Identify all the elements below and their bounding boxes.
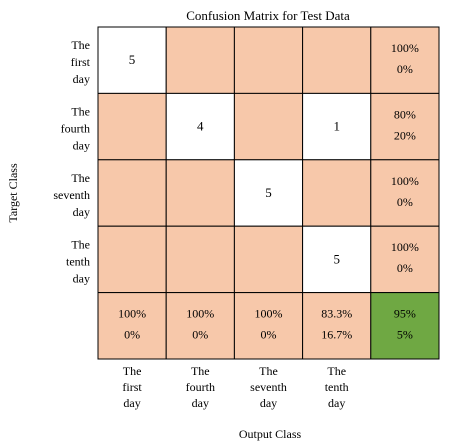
row-summary-error: 0% [397, 62, 413, 76]
column-summary-error: 16.7% [321, 328, 352, 342]
matrix-cell [233, 159, 304, 227]
matrix-cell [302, 26, 372, 94]
column-tick-label: The [259, 364, 278, 378]
matrix-cell [97, 225, 167, 294]
row-tick-label: The [71, 171, 90, 185]
column-summary-correct: 100% [186, 307, 214, 321]
row-tick-label: The [71, 38, 90, 52]
row-summary-cell [370, 159, 440, 227]
column-tick-label: day [328, 396, 345, 410]
column-tick-label: seventh [250, 380, 287, 394]
column-tick-label: The [327, 364, 346, 378]
matrix-cell [97, 159, 167, 227]
row-tick-label: day [73, 271, 90, 285]
row-tick-label: first [71, 55, 91, 69]
row-summary-error: 0% [397, 195, 413, 209]
row-tick-label: The [71, 105, 90, 119]
row-summary-cell [370, 26, 440, 94]
column-tick-label: The [191, 364, 210, 378]
column-summary-error: 0% [261, 328, 277, 342]
matrix-cell-value: 5 [333, 251, 340, 266]
matrix-cell [302, 159, 372, 227]
column-summary-correct: 83.3% [321, 307, 352, 321]
row-summary-cell [370, 225, 440, 294]
column-summary-cell [97, 292, 167, 360]
row-tick-label: seventh [53, 188, 90, 202]
matrix-grid: 5 4 1 5 5 100% 0% 80% 20% 100% 0% 100% 0% 100% 0% 100% 0… [97, 26, 440, 360]
matrix-cell [165, 26, 235, 94]
matrix-cell-value: 4 [197, 119, 204, 134]
column-tick-label: first [122, 380, 142, 394]
column-summary-error: 0% [192, 328, 208, 342]
matrix-cell [233, 92, 304, 161]
matrix-cell [97, 92, 167, 161]
column-tick-label: day [260, 396, 277, 410]
matrix-cell [302, 92, 372, 161]
row-tick-label: day [73, 205, 90, 219]
row-tick-label: day [73, 139, 90, 153]
row-summary-correct: 100% [391, 240, 419, 254]
row-tick-labels: The first day The fourth day The seventh day The t… [53, 38, 90, 285]
column-tick-label: The [123, 364, 142, 378]
row-summary-correct: 80% [394, 107, 416, 121]
row-summary-cell [370, 92, 440, 161]
overall-error: 5% [397, 328, 413, 342]
matrix-cell [165, 159, 235, 227]
column-tick-label: fourth [186, 380, 215, 394]
matrix-cell [233, 26, 304, 94]
row-tick-label: fourth [61, 122, 90, 136]
matrix-cell-value: 5 [265, 185, 272, 200]
column-summary-cell [165, 292, 235, 360]
row-summary-error: 0% [397, 261, 413, 275]
overall-accuracy: 95% [394, 307, 416, 321]
column-tick-label: day [123, 396, 140, 410]
x-axis-label: Output Class [239, 427, 302, 441]
row-summary-correct: 100% [391, 174, 419, 188]
matrix-cell [165, 225, 235, 294]
row-tick-label: day [73, 72, 90, 86]
column-tick-labels: The first day The fourth day The seventh day The t… [122, 364, 348, 410]
row-tick-label: The [71, 237, 90, 251]
overall-accuracy-cell [370, 292, 440, 360]
matrix-cell-value: 1 [333, 119, 340, 134]
column-summary-correct: 100% [255, 307, 283, 321]
y-axis-label: Target Class [6, 163, 20, 223]
row-summary-correct: 100% [391, 41, 419, 55]
matrix-cell [97, 26, 167, 94]
column-tick-label: day [192, 396, 209, 410]
column-summary-cell [233, 292, 304, 360]
row-summary-error: 20% [394, 128, 416, 142]
matrix-cell [233, 225, 304, 294]
column-summary-correct: 100% [118, 307, 146, 321]
column-tick-label: tenth [325, 380, 349, 394]
column-summary-cell [302, 292, 372, 360]
column-summary-error: 0% [124, 328, 140, 342]
row-tick-label: tenth [66, 254, 90, 268]
matrix-cell-value: 5 [129, 52, 136, 67]
chart-title: Confusion Matrix for Test Data [186, 8, 350, 23]
matrix-cell [165, 92, 235, 161]
